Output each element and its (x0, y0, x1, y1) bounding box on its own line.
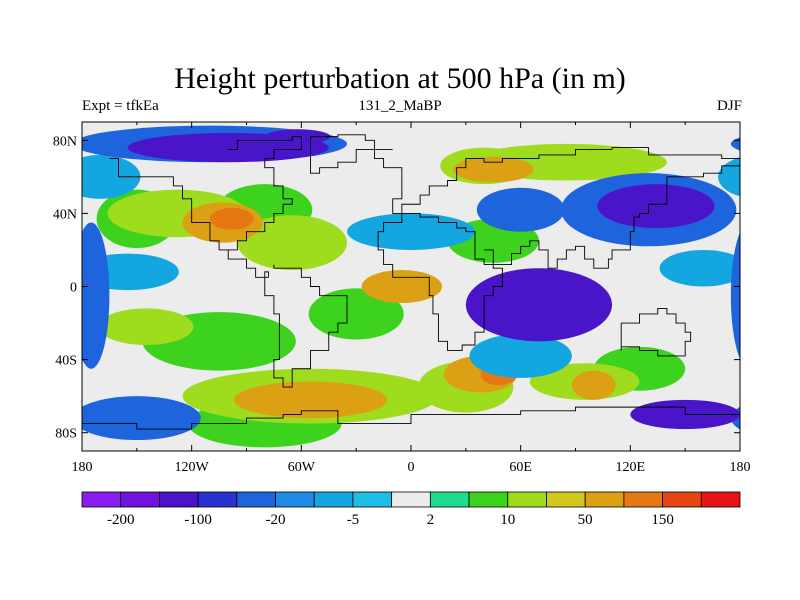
axes: 180 120W 60W 0 60E 120E 180 80N 40N 0 40S 80S (53, 122, 751, 475)
field-blob (766, 190, 800, 238)
contour-field (0, 122, 800, 451)
experiment-label: Expt = tfkEa (82, 98, 159, 114)
field-blob (786, 133, 800, 162)
colorbar-label: 50 (578, 512, 593, 528)
colorbar-label: -100 (184, 512, 212, 528)
y-tick-label: 80N (53, 134, 77, 149)
field-level-2 (182, 156, 616, 419)
colorbar-box (159, 491, 199, 508)
x-tick-label: 120E (616, 460, 646, 475)
field-blob (0, 184, 56, 228)
case-label: 131_2_MaBP (358, 98, 442, 114)
colorbar-box (546, 491, 586, 508)
colorbar-box (507, 491, 547, 508)
coastline (484, 162, 740, 269)
colorbar-box (81, 491, 122, 508)
colorbar-box (197, 491, 238, 508)
y-tick-label: 80S (55, 427, 77, 442)
field-blob (571, 370, 616, 400)
field-blob (756, 308, 800, 345)
coastlines (82, 134, 740, 430)
colorbar-box (391, 491, 431, 508)
colorbar-label: 10 (500, 512, 515, 528)
x-tick-label: 120W (175, 460, 210, 475)
coastline (82, 406, 740, 430)
field-blob (0, 347, 27, 391)
x-tick-label: 180 (730, 460, 751, 475)
coastline (109, 158, 174, 186)
coastline (219, 136, 348, 388)
colorbar-box (275, 491, 315, 508)
colorbar-box (468, 491, 509, 508)
field-blob (233, 381, 388, 419)
field-blob (718, 157, 740, 197)
field-blob (637, 196, 697, 223)
colorbar-box (662, 491, 702, 508)
colorbar-label: -200 (107, 512, 135, 528)
field-blob (82, 396, 201, 441)
x-tick-label: 180 (72, 460, 93, 475)
field-blob (476, 187, 565, 232)
x-tick-label: 60E (509, 460, 532, 475)
colorbar-box (236, 491, 276, 508)
field-blob (308, 288, 404, 340)
field-blob (730, 232, 740, 359)
colorbar-box (623, 491, 663, 508)
colorbar-box (352, 491, 393, 508)
colorbar: -200 -100 -20 -5 2 10 50 150 (81, 491, 741, 528)
field-blob (209, 207, 254, 230)
field-blob (347, 213, 475, 250)
field-blob (0, 400, 82, 429)
field-blob (469, 334, 572, 378)
field-blob (734, 263, 740, 281)
field-blob (98, 308, 194, 345)
season-label: DJF (716, 98, 742, 114)
coastline (373, 147, 740, 351)
field-blob (82, 154, 141, 199)
colorbar-label: 2 (427, 512, 435, 528)
x-tick-label: 0 (408, 460, 415, 475)
x-tick-label: 60W (288, 460, 316, 475)
field-blob (755, 190, 800, 248)
y-tick-label: 40S (55, 354, 77, 369)
field-blob (82, 222, 110, 369)
colorbar-label: 150 (651, 512, 674, 528)
field-blob (361, 270, 443, 303)
chart-title: Height perturbation at 500 hPa (in m) (174, 62, 626, 95)
coastline (310, 134, 375, 174)
coastline (620, 307, 692, 357)
field-blob (0, 144, 9, 181)
colorbar-label: -20 (266, 512, 286, 528)
field-blob (465, 268, 613, 342)
colorbar-box (584, 491, 625, 508)
colorbar-box (700, 491, 741, 508)
field-blob (453, 156, 534, 183)
y-tick-label: 40N (53, 207, 77, 222)
field-blob (659, 249, 740, 287)
colorbar-box (313, 491, 354, 508)
field-blob (730, 406, 740, 430)
colorbar-box (120, 491, 160, 508)
y-tick-label: 0 (70, 281, 77, 296)
colorbar-box (429, 491, 470, 508)
colorbar-label: -5 (347, 512, 360, 528)
coastline (173, 185, 220, 250)
field-blob (0, 197, 38, 223)
field-blob (730, 137, 740, 151)
